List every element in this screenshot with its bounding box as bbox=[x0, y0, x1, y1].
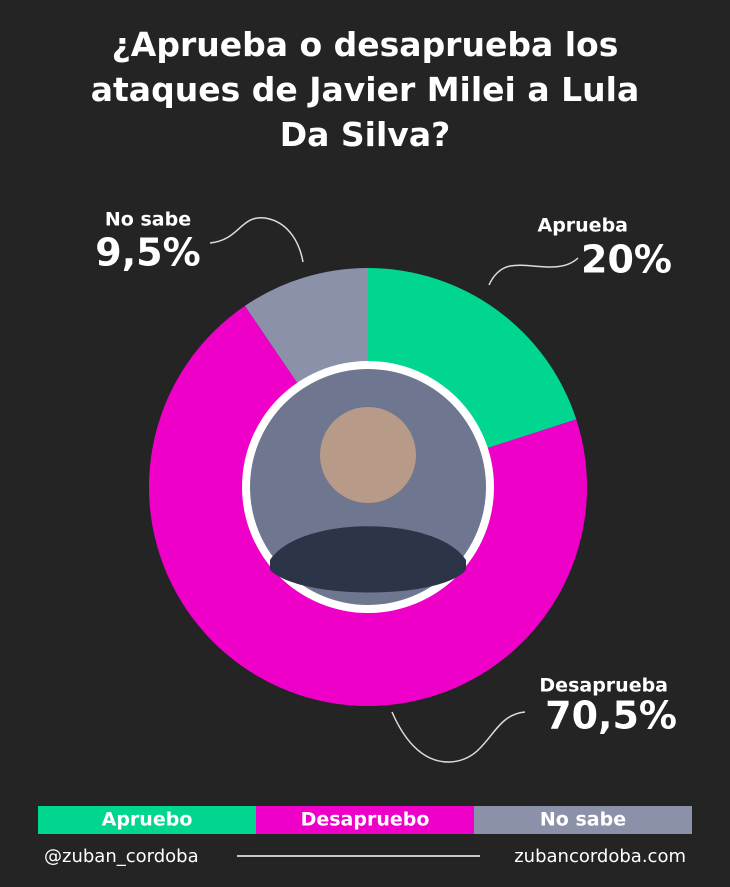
slice-label: Aprueba bbox=[537, 215, 628, 237]
photo-body bbox=[270, 526, 466, 593]
value-label: 70,5% bbox=[545, 694, 677, 738]
photo-face bbox=[320, 407, 416, 503]
legend-swatch bbox=[256, 806, 474, 834]
slice bbox=[244, 268, 368, 388]
chart-title: ¿Aprueba o desaprueba los ataques de Jav… bbox=[90, 25, 640, 154]
slice bbox=[148, 305, 588, 706]
value-label: 9,5% bbox=[95, 231, 200, 275]
legend-label: No sabe bbox=[540, 809, 626, 831]
slice-label: Desaprueba bbox=[539, 675, 668, 697]
legend-swatch bbox=[38, 806, 256, 834]
value-label: 20% bbox=[581, 238, 672, 282]
donut bbox=[148, 268, 588, 706]
slice bbox=[368, 268, 577, 450]
legend-label: Apruebo bbox=[102, 809, 193, 831]
legend-swatch bbox=[474, 806, 692, 834]
arrows bbox=[209, 217, 579, 763]
legend-label: Desapruebo bbox=[301, 809, 430, 831]
arrow bbox=[209, 217, 304, 263]
arrow bbox=[488, 257, 579, 286]
footer-handle: @zuban_cordoba bbox=[44, 846, 199, 867]
footer-website: zubancordoba.com bbox=[514, 846, 686, 867]
slice-label: No sabe bbox=[105, 209, 191, 231]
arrow bbox=[391, 711, 526, 763]
